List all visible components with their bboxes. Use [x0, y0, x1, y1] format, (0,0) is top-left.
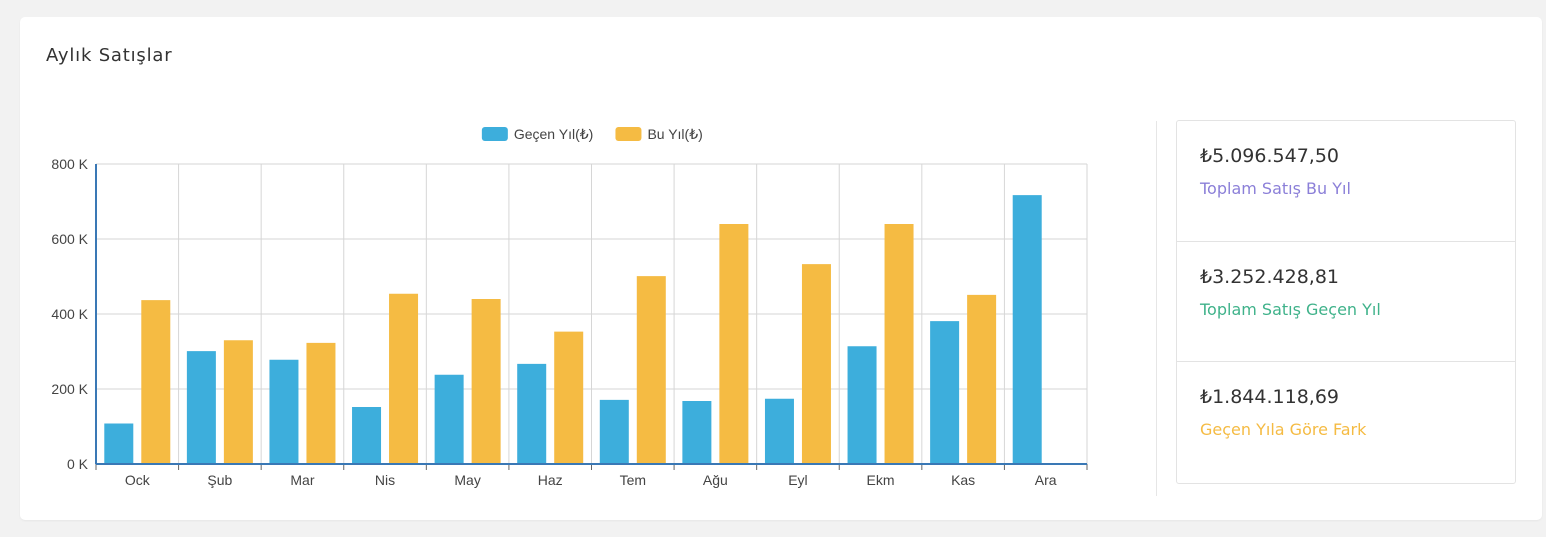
- stat-label: Geçen Yıla Göre Fark: [1200, 420, 1367, 439]
- stats-panel: ₺5.096.547,50 Toplam Satış Bu Yıl ₺3.252…: [1176, 120, 1516, 484]
- bar: [141, 300, 171, 464]
- legend-swatch: [615, 127, 642, 141]
- bar: [801, 264, 831, 464]
- stat-label: Toplam Satış Geçen Yıl: [1200, 300, 1381, 319]
- y-tick-label: 600 K: [51, 231, 88, 247]
- bar: [104, 423, 134, 464]
- bar: [636, 276, 666, 464]
- x-tick-label: Haz: [538, 472, 563, 488]
- stat-difference: ₺1.844.118,69 Geçen Yıla Göre Fark: [1177, 361, 1515, 482]
- stat-last-year: ₺3.252.428,81 Toplam Satış Geçen Yıl: [1177, 241, 1515, 362]
- bar: [682, 401, 712, 464]
- bar: [223, 340, 253, 464]
- x-tick-label: Ekm: [867, 472, 895, 488]
- bar: [847, 346, 877, 464]
- x-tick-label: Nis: [375, 472, 395, 488]
- stat-value: ₺5.096.547,50: [1200, 145, 1340, 167]
- bar: [186, 351, 216, 464]
- bar: [884, 224, 914, 464]
- x-tick-label: Tem: [620, 472, 646, 488]
- bar: [719, 224, 749, 464]
- monthly-sales-card: Aylık Satışlar 0 K 200 K 400 K 600 K 800 K Oc…: [20, 17, 1542, 520]
- bar: [471, 299, 501, 464]
- bar: [1012, 195, 1042, 464]
- x-tick-label: Kas: [951, 472, 975, 488]
- legend-label: Bu Yıl(₺): [647, 126, 702, 142]
- y-tick-label: 400 K: [51, 306, 88, 322]
- bar: [554, 331, 584, 464]
- monthly-sales-chart: 0 K 200 K 400 K 600 K 800 K Ock Şub Mar Nis May Ha…: [51, 126, 1088, 488]
- bar: [389, 293, 419, 464]
- card-title: Aylık Satışlar: [46, 45, 173, 66]
- bar: [352, 407, 382, 464]
- x-tick-label: May: [454, 472, 480, 488]
- stat-value: ₺3.252.428,81: [1200, 266, 1340, 288]
- bar: [269, 359, 299, 464]
- bar: [434, 374, 464, 464]
- x-tick-label: Ağu: [703, 472, 728, 488]
- stat-label: Toplam Satış Bu Yıl: [1200, 179, 1351, 198]
- stat-this-year: ₺5.096.547,50 Toplam Satış Bu Yıl: [1177, 121, 1515, 241]
- bar: [599, 399, 629, 464]
- y-tick-label: 0 K: [67, 456, 89, 472]
- bar: [517, 363, 547, 464]
- x-tick-label: Ock: [125, 472, 151, 488]
- x-tick-label: Eyl: [788, 472, 807, 488]
- legend-label: Geçen Yıl(₺): [514, 126, 593, 142]
- x-tick-label: Ara: [1035, 472, 1057, 488]
- y-tick-label: 200 K: [51, 381, 88, 397]
- divider: [1156, 121, 1157, 496]
- stat-value: ₺1.844.118,69: [1200, 386, 1340, 408]
- bar: [930, 321, 960, 464]
- x-tick-label: Şub: [207, 472, 232, 488]
- legend-swatch: [481, 127, 508, 141]
- bar: [764, 398, 794, 464]
- y-tick-label: 800 K: [51, 156, 88, 172]
- bar: [967, 294, 997, 464]
- bar: [306, 342, 336, 464]
- x-tick-label: Mar: [290, 472, 314, 488]
